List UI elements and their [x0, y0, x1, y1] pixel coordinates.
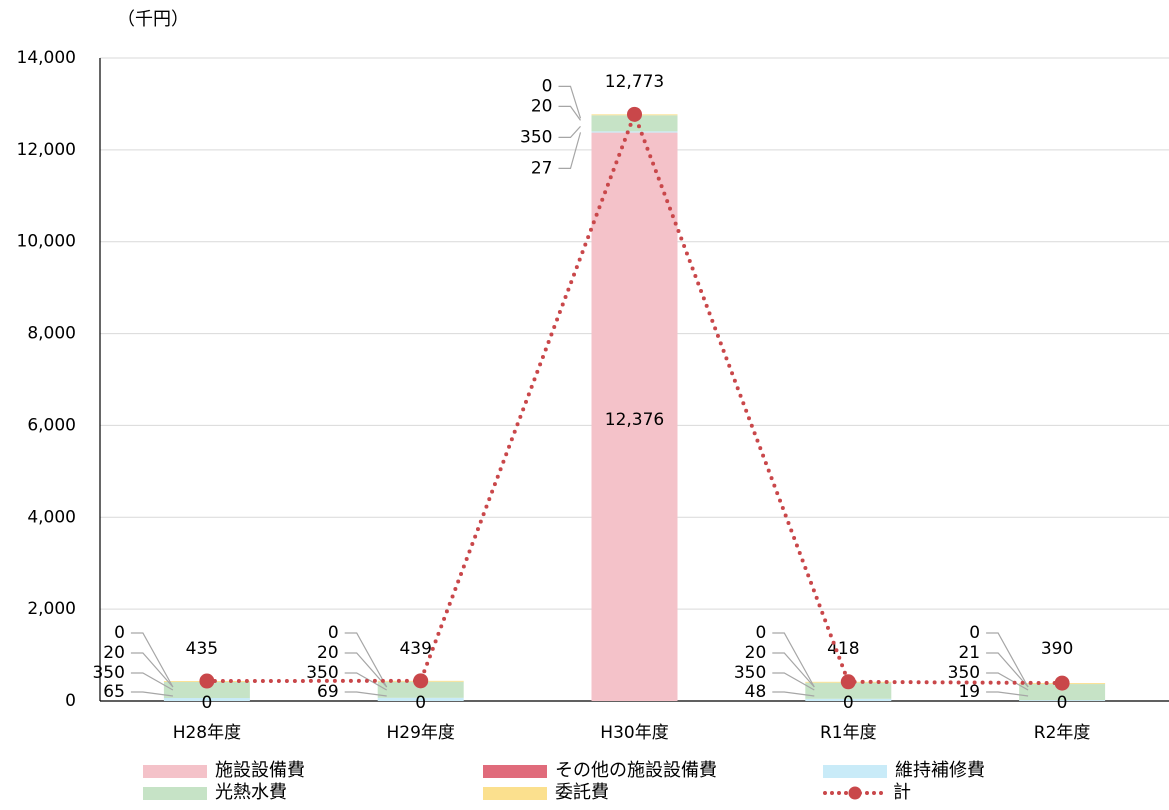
total-marker [1054, 675, 1070, 691]
callout-label: 0 [542, 76, 553, 96]
callout-leader [344, 672, 387, 691]
bar-segment [377, 681, 464, 698]
y-tick-label: 14,000 [17, 48, 76, 68]
total-label: 390 [1041, 639, 1073, 659]
callout-leader [986, 672, 1029, 691]
callout-label: 20 [103, 643, 125, 663]
callout-label: 350 [520, 127, 552, 147]
y-tick-label: 10,000 [17, 232, 76, 252]
data-label: 0 [1057, 693, 1068, 713]
bar-segment [163, 698, 250, 701]
callout-leader [558, 132, 582, 169]
bar-segment [163, 681, 250, 699]
callout-label: 69 [317, 682, 339, 702]
total-label: 439 [399, 639, 431, 659]
callout-leader [986, 652, 1029, 688]
callout-leader [772, 652, 815, 688]
x-tick-label: H28年度 [173, 723, 241, 743]
y-tick-label: 8,000 [27, 324, 76, 344]
callout-label: 350 [92, 663, 124, 683]
total-label: 12,773 [605, 72, 664, 92]
x-tick-label: R1年度 [820, 723, 877, 743]
callout-leader [344, 691, 387, 697]
y-tick-label: 0 [65, 691, 76, 711]
callout-label: 65 [103, 682, 125, 702]
y-tick-label: 6,000 [27, 415, 76, 435]
data-label: 0 [201, 693, 212, 713]
callout-label: 350 [948, 663, 980, 683]
y-tick-label: 4,000 [27, 507, 76, 527]
bar-segment [805, 698, 892, 701]
callout-leader [772, 691, 815, 697]
callout-leader [344, 632, 388, 688]
callout-label: 19 [958, 682, 980, 702]
total-marker [199, 673, 215, 689]
callout-leader [558, 85, 582, 119]
callout-label: 20 [745, 643, 767, 663]
bar-segment [591, 115, 678, 132]
callout-label: 0 [755, 623, 766, 643]
bar-segment [1019, 700, 1106, 701]
callout-leader [986, 691, 1029, 697]
data-label: 12,376 [605, 410, 664, 430]
callout-leader [130, 672, 174, 691]
unit-label: （千円） [117, 9, 189, 30]
x-tick-label: H29年度 [386, 723, 454, 743]
callout-leader [130, 652, 174, 688]
callout-label: 350 [734, 663, 766, 683]
bar-segment [377, 697, 464, 701]
x-tick-label: H30年度 [600, 723, 668, 743]
callout-leader [772, 632, 815, 688]
total-marker [840, 674, 856, 690]
callout-label: 350 [306, 663, 338, 683]
callout-leader [130, 691, 173, 697]
bar-segment [1019, 684, 1106, 701]
callout-leader [344, 652, 388, 688]
bar-segment [591, 131, 678, 133]
callout-leader [772, 672, 815, 691]
callout-label: 0 [114, 623, 125, 643]
total-label: 435 [186, 639, 218, 659]
callout-label: 20 [317, 643, 339, 663]
callout-label: 48 [745, 682, 767, 702]
callout-leader [986, 632, 1029, 688]
x-tick-label: R2年度 [1034, 723, 1091, 743]
callout-label: 20 [531, 96, 553, 116]
callout-label: 0 [969, 623, 980, 643]
total-line [204, 108, 1065, 686]
callout-leader [558, 125, 581, 138]
callout-leader [130, 632, 174, 688]
data-label: 0 [843, 693, 854, 713]
y-tick-label: 2,000 [27, 599, 76, 619]
callout-leader [558, 105, 581, 121]
y-tick-label: 12,000 [17, 140, 76, 160]
data-label: 0 [415, 693, 426, 713]
total-marker [627, 106, 642, 122]
callout-label: 27 [531, 158, 553, 178]
total-marker [413, 673, 429, 689]
callout-label: 0 [328, 623, 339, 643]
bar-segment [591, 132, 678, 701]
callout-label: 21 [958, 643, 980, 663]
bar-segment [805, 682, 892, 699]
